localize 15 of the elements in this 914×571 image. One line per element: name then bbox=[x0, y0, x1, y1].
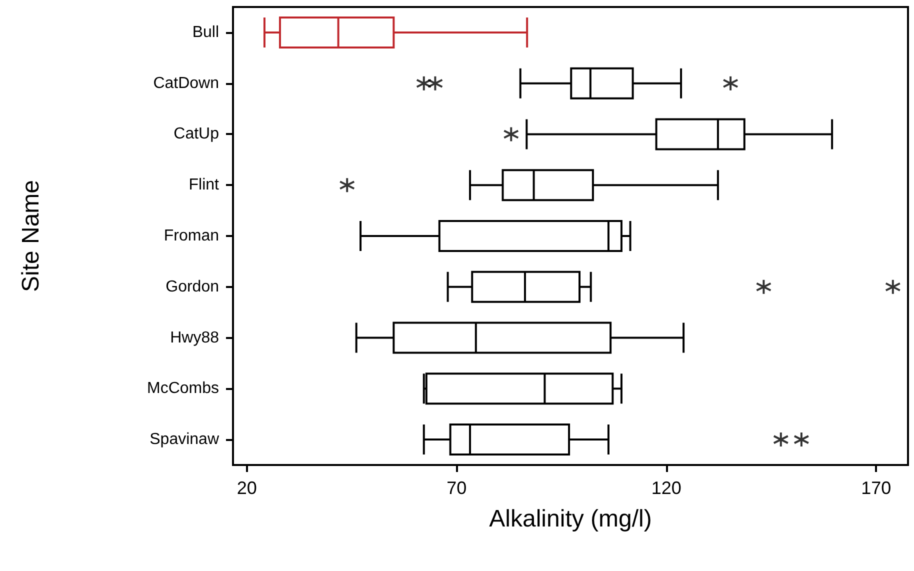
x-tick-label: 20 bbox=[236, 478, 257, 498]
x-tick-label: 70 bbox=[446, 478, 467, 498]
y-tick-label: CatDown bbox=[153, 74, 219, 92]
y-tick-label: McCombs bbox=[146, 380, 219, 398]
y-tick-label: CatUp bbox=[174, 126, 220, 143]
y-tick-label: Hwy88 bbox=[170, 329, 220, 346]
y-tick-label: Flint bbox=[188, 176, 220, 194]
y-tick-label: Gordon bbox=[166, 278, 219, 296]
x-axis-title: Alkalinity (mg/l) bbox=[489, 506, 652, 532]
x-tick-label: 120 bbox=[651, 478, 682, 498]
y-tick-label: Bull bbox=[192, 24, 219, 41]
x-tick-label: 170 bbox=[861, 478, 892, 498]
y-tick-label: Spavinaw bbox=[150, 431, 220, 448]
y-axis-title: Site Name bbox=[18, 180, 44, 292]
y-tick-label: Froman bbox=[164, 228, 219, 244]
